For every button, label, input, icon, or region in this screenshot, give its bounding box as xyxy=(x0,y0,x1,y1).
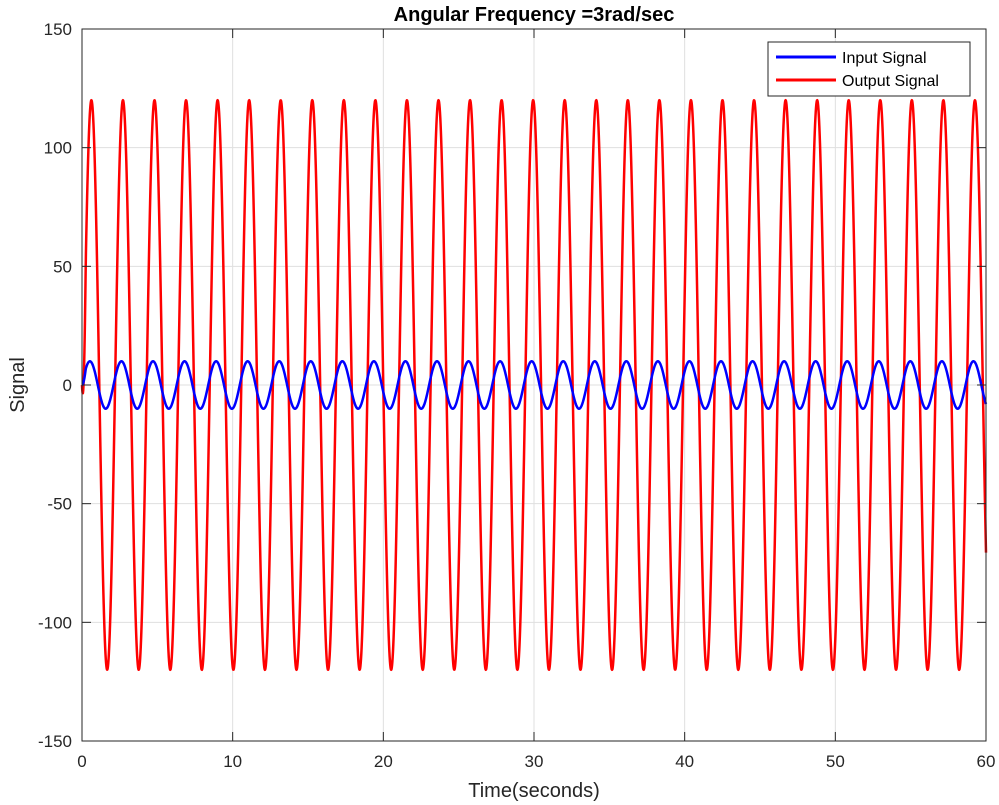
legend-entry-input: Input Signal xyxy=(842,50,927,67)
x-tick-label-1: 10 xyxy=(223,752,242,771)
y-tick-label-6: 150 xyxy=(44,20,72,39)
x-tick-label-3: 30 xyxy=(525,752,544,771)
y-tick-label-5: 100 xyxy=(44,139,72,158)
y-axis-label: Signal xyxy=(7,357,29,413)
y-tick-label-4: 50 xyxy=(53,257,72,276)
x-tick-label-4: 40 xyxy=(675,752,694,771)
legend-entry-output: Output Signal xyxy=(842,73,939,90)
y-tick-label-3: 0 xyxy=(63,376,72,395)
x-tick-label-2: 20 xyxy=(374,752,393,771)
x-tick-label-5: 50 xyxy=(826,752,845,771)
x-tick-label-6: 60 xyxy=(977,752,996,771)
chart-title: Angular Frequency =3rad/sec xyxy=(394,4,675,26)
y-tick-label-0: -150 xyxy=(38,732,72,751)
y-tick-label-2: -50 xyxy=(47,495,72,514)
x-axis-label: Time(seconds) xyxy=(468,780,600,802)
legend: Input Signal Output Signal xyxy=(768,42,970,96)
x-tick-label-0: 0 xyxy=(77,752,86,771)
y-tick-label-1: -100 xyxy=(38,613,72,632)
